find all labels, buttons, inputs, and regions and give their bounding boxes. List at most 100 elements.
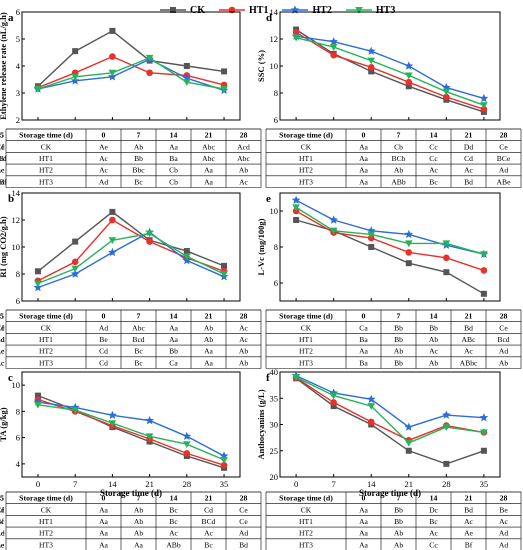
data-point-ht2 — [442, 410, 451, 419]
table-cell: Bbc — [132, 166, 145, 175]
series-line-ck — [37, 30, 225, 87]
table-cell: HT3 — [39, 540, 53, 549]
table-cell: Aa — [204, 347, 213, 356]
table-header-cell: 35 — [0, 131, 4, 140]
data-point-ht3 — [220, 85, 228, 93]
table-cell: Ab — [239, 347, 248, 356]
table-cell: Aa — [204, 358, 213, 367]
table-header-cell: 7 — [137, 131, 141, 140]
table-header-cell: Storage time (d) — [19, 131, 73, 140]
legend-label: CK — [190, 4, 205, 16]
table-cell: Be — [0, 540, 5, 549]
data-point-ck — [480, 447, 487, 454]
table-cell: Bc — [429, 177, 438, 186]
table-cell: HT2 — [39, 166, 53, 175]
table-cell: Ab — [394, 529, 403, 538]
table-cell: Aa — [359, 347, 368, 356]
table-cell: Ac — [99, 154, 108, 163]
x-tick-label: 7 — [73, 479, 77, 489]
x-tick-label: 21 — [145, 479, 154, 489]
legend-swatch — [160, 7, 186, 13]
panel-d: d SSC (%) 6 8 10 12 14 Storage time (d) 0 7 14 21 28… — [0, 7, 522, 188]
table-cell: HT1 — [299, 335, 313, 344]
data-point-ht1 — [367, 64, 375, 71]
table-header-cell: 28 — [500, 131, 508, 140]
data-point-ht2 — [182, 431, 192, 440]
table-cell: Abc — [237, 154, 250, 163]
table-header-cell: 0 — [102, 494, 106, 503]
table-cell: Aa — [359, 529, 368, 538]
table-header-cell: 14 — [430, 131, 438, 140]
table-cell: Aa — [169, 323, 178, 332]
table-cell: Ce — [499, 142, 508, 151]
data-point-ht3 — [145, 433, 154, 441]
table-cell: Cd — [99, 358, 108, 367]
y-tick-label: 12 — [270, 34, 279, 44]
table-cell: Ac — [464, 166, 473, 175]
y-tick-label: 6 — [16, 7, 20, 17]
table-cell: CK — [301, 323, 312, 332]
data-point-ht3 — [183, 253, 191, 261]
data-point-ht3 — [367, 231, 376, 239]
table-cell: Bc — [0, 517, 5, 526]
series-line-ht1 — [295, 31, 485, 110]
y-tick-label: 40 — [270, 367, 279, 377]
data-point-ht2 — [404, 229, 414, 239]
table-cell: Bb — [394, 335, 403, 344]
table-header-cell: 0 — [362, 494, 366, 503]
y-tick-label: 30 — [270, 420, 279, 430]
series-line-ck — [37, 211, 225, 272]
panel-e: e L-Vc (mg/100g) 6 8 10 Storage time (d) 0 7 14 2… — [0, 192, 522, 369]
y-tick-label: 35 — [270, 393, 279, 403]
data-point-ht2 — [108, 247, 117, 257]
table-header-cell: 0 — [102, 312, 106, 321]
table-cell: Ac — [499, 517, 508, 526]
y-tick-label: 14 — [12, 188, 21, 198]
data-point-ck — [72, 48, 79, 55]
table-cell: Bc — [429, 517, 438, 526]
table-cell: Ad — [99, 323, 108, 332]
table-cell: Ab — [429, 358, 438, 367]
y-tick-label: 6 — [274, 278, 278, 288]
table-cell: Aa — [99, 529, 108, 538]
table-cell: Bc — [169, 517, 178, 526]
table-cell: Aa — [359, 505, 368, 514]
data-point-ht1 — [443, 93, 450, 101]
table-header-cell: 0 — [362, 131, 366, 140]
significance-table: Storage time (d) 0 7 14 21 28 35 CK Ca Bb Bb Bd Ce Cf… — [0, 309, 522, 369]
table-cell: Ab — [134, 529, 143, 538]
table-cell: HT1 — [39, 335, 53, 344]
y-axis-label: Anthocyanins (g/L) — [256, 389, 266, 459]
table-cell: Aa — [99, 540, 108, 549]
data-point-ht1 — [109, 216, 116, 224]
table-cell: Aa — [204, 166, 213, 175]
table-cell: Cb — [169, 166, 178, 175]
table-header-cell: 7 — [397, 312, 401, 321]
table-cell: BCd — [202, 517, 216, 526]
y-tick-label: 10 — [270, 206, 279, 216]
table-cell: Abc — [132, 323, 145, 332]
table-header-cell: 7 — [137, 494, 141, 503]
table-cell: Cf — [0, 142, 4, 151]
table-cell: Bcd — [132, 335, 144, 344]
table-cell: HT2 — [39, 529, 53, 538]
data-point-ht2 — [366, 394, 376, 403]
series-line-ht1 — [295, 377, 485, 442]
data-point-ht1 — [480, 105, 488, 113]
panel-letter: a — [8, 12, 14, 24]
table-cell: HT2 — [299, 529, 313, 538]
data-point-ht3 — [442, 424, 451, 431]
table-header-cell: 7 — [397, 494, 401, 503]
data-point-ht3 — [404, 72, 413, 80]
y-axis-label: TA (g/kg) — [0, 407, 8, 441]
data-point-ht3 — [145, 54, 154, 62]
series-line-ht3 — [295, 376, 484, 444]
table-cell: Ac — [0, 358, 5, 367]
x-tick-label: 14 — [367, 479, 376, 489]
table-header-cell: 7 — [397, 131, 401, 140]
table-cell: Aa — [359, 177, 368, 186]
data-point-ht1 — [146, 238, 153, 245]
table-header-cell: Storage time (d) — [279, 494, 333, 503]
y-axis-label: SSC (%) — [256, 50, 266, 82]
